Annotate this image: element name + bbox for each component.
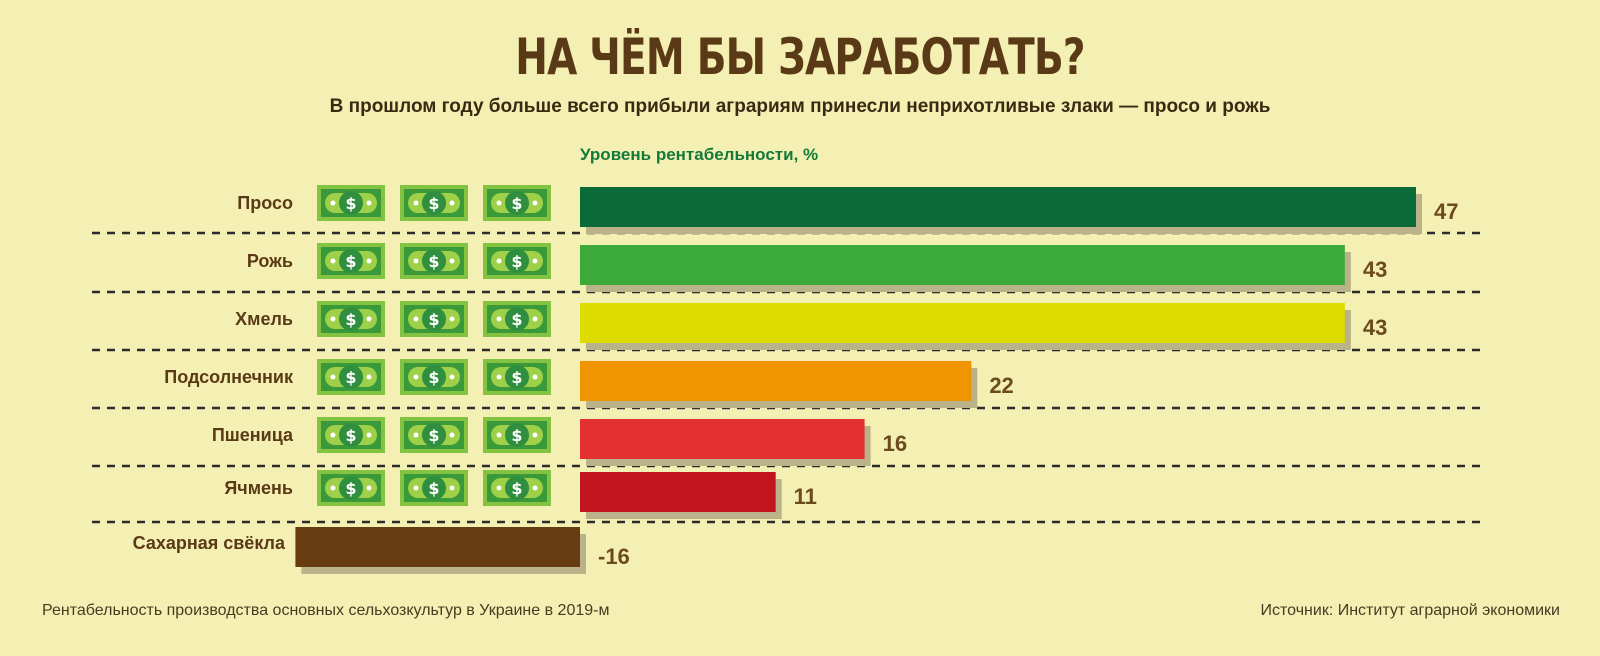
data-label: 22 [989, 373, 1013, 398]
bar-row: 11 Ячмень $ $ $ [224, 470, 817, 519]
bar [580, 419, 865, 459]
bar-row: -16 Сахарная свёкла [133, 527, 630, 574]
dollar-bill-icon: $ [483, 301, 551, 337]
dollar-bill-icon: $ [400, 470, 468, 506]
bar-row: 22 Подсолнечник $ $ $ [164, 359, 1014, 408]
dollar-bill-icon: $ [317, 301, 385, 337]
svg-text:$: $ [511, 194, 522, 213]
data-label: 43 [1363, 257, 1387, 282]
bar-row: 43 Рожь $ $ $ [247, 243, 1387, 292]
svg-text:$: $ [345, 310, 356, 329]
dollar-bill-icon: $ [400, 417, 468, 453]
svg-text:$: $ [345, 368, 356, 387]
dollar-bill-icon: $ [317, 359, 385, 395]
data-label: 16 [883, 431, 907, 456]
svg-text:$: $ [511, 479, 522, 498]
category-label: Просо [237, 193, 293, 213]
dollar-bill-icon: $ [400, 301, 468, 337]
dollar-bill-icon: $ [317, 470, 385, 506]
dollar-bill-icon: $ [483, 417, 551, 453]
category-label: Рожь [247, 251, 293, 271]
chart-subtitle: В прошлом году больше всего прибыли агра… [329, 96, 1271, 117]
bar [295, 527, 580, 567]
svg-text:$: $ [345, 252, 356, 271]
dollar-bill-icon: $ [483, 243, 551, 279]
svg-text:$: $ [511, 426, 522, 445]
svg-text:$: $ [345, 426, 356, 445]
axis-label: Уровень рентабельности, % [580, 145, 819, 164]
svg-text:$: $ [345, 194, 356, 213]
svg-text:$: $ [511, 368, 522, 387]
bar-row: 16 Пшеница $ $ $ [212, 417, 907, 466]
bar-row: 47 Просо $ $ $ [237, 185, 1458, 234]
dollar-bill-icon: $ [483, 185, 551, 221]
data-label: 43 [1363, 315, 1387, 340]
svg-text:$: $ [428, 479, 439, 498]
bar [580, 245, 1345, 285]
svg-text:$: $ [428, 310, 439, 329]
svg-text:$: $ [511, 310, 522, 329]
dollar-bill-icon: $ [317, 417, 385, 453]
dollar-bill-icon: $ [400, 185, 468, 221]
svg-text:$: $ [345, 479, 356, 498]
svg-text:$: $ [428, 368, 439, 387]
bar [580, 303, 1345, 343]
bar-row: 43 Хмель $ $ $ [235, 301, 1387, 350]
bar [580, 472, 776, 512]
category-label: Подсолнечник [164, 367, 294, 387]
dollar-bill-icon: $ [317, 243, 385, 279]
svg-text:$: $ [428, 252, 439, 271]
footnote: Рентабельность производства основных сел… [42, 602, 610, 619]
svg-text:$: $ [511, 252, 522, 271]
dollar-bill-icon: $ [317, 185, 385, 221]
svg-text:$: $ [428, 194, 439, 213]
bar [580, 361, 972, 401]
data-label: 47 [1434, 199, 1458, 224]
data-label: -16 [598, 544, 630, 569]
bar [580, 187, 1416, 227]
chart-title: НА ЧЁМ БЫ ЗАРАБОТАТЬ? [515, 28, 1085, 86]
svg-text:$: $ [428, 426, 439, 445]
dollar-bill-icon: $ [400, 359, 468, 395]
category-label: Хмель [235, 309, 293, 329]
dollar-bill-icon: $ [483, 359, 551, 395]
data-label: 11 [794, 484, 817, 509]
source: Источник: Институт аграрной экономики [1260, 602, 1560, 619]
category-label: Пшеница [212, 425, 294, 445]
dollar-bill-icon: $ [483, 470, 551, 506]
category-label: Ячмень [224, 478, 293, 498]
dollar-bill-icon: $ [400, 243, 468, 279]
category-label: Сахарная свёкла [133, 533, 286, 553]
